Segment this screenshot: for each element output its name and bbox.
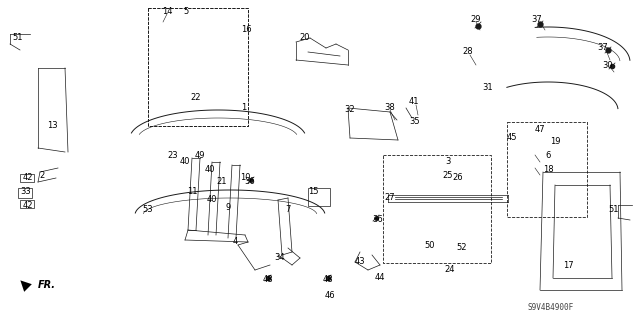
Text: 51: 51 — [13, 33, 23, 42]
Text: 34: 34 — [275, 254, 285, 263]
Bar — [507, 122, 587, 217]
Text: 3: 3 — [445, 158, 451, 167]
Text: 38: 38 — [385, 103, 396, 113]
Text: 5: 5 — [184, 8, 189, 17]
Text: 31: 31 — [483, 84, 493, 93]
Text: 28: 28 — [463, 48, 474, 56]
Text: FR.: FR. — [38, 280, 56, 290]
Text: 21: 21 — [217, 177, 227, 187]
Text: 48: 48 — [323, 276, 333, 285]
Text: 42: 42 — [23, 174, 33, 182]
Text: 44: 44 — [375, 273, 385, 283]
Text: 40: 40 — [205, 166, 215, 174]
Text: 2: 2 — [40, 170, 45, 180]
Text: S9V4B4900F: S9V4B4900F — [527, 303, 573, 313]
Text: 37: 37 — [532, 16, 542, 25]
Text: 45: 45 — [507, 133, 517, 143]
Text: 51: 51 — [609, 205, 620, 214]
Text: 37: 37 — [598, 43, 609, 53]
Text: 9: 9 — [225, 204, 230, 212]
Text: 42: 42 — [23, 201, 33, 210]
Bar — [148, 8, 248, 126]
Text: 17: 17 — [563, 261, 573, 270]
Bar — [383, 155, 491, 263]
Text: 52: 52 — [457, 243, 467, 253]
Text: 36: 36 — [244, 177, 255, 187]
Text: 20: 20 — [300, 33, 310, 42]
Bar — [20, 200, 34, 208]
Text: 1: 1 — [241, 103, 246, 113]
Bar — [18, 188, 32, 198]
Text: 32: 32 — [345, 106, 355, 115]
Bar — [308, 188, 330, 206]
Text: 6: 6 — [545, 151, 550, 160]
Text: 16: 16 — [241, 26, 252, 34]
Text: 4: 4 — [232, 238, 237, 247]
Text: 43: 43 — [355, 257, 365, 266]
Text: 14: 14 — [162, 8, 172, 17]
Bar — [20, 174, 34, 182]
Text: 19: 19 — [550, 137, 560, 146]
Text: 22: 22 — [191, 93, 201, 102]
Text: 47: 47 — [534, 125, 545, 135]
Text: 7: 7 — [285, 205, 291, 214]
Polygon shape — [20, 280, 32, 292]
Text: 53: 53 — [143, 205, 154, 214]
Text: 36: 36 — [372, 216, 383, 225]
Text: 48: 48 — [262, 276, 273, 285]
Text: 41: 41 — [409, 98, 419, 107]
Text: 29: 29 — [471, 16, 481, 25]
Text: 23: 23 — [168, 151, 179, 160]
Text: 40: 40 — [207, 196, 217, 204]
Text: 30: 30 — [603, 61, 613, 70]
Text: 33: 33 — [20, 188, 31, 197]
Text: 26: 26 — [452, 174, 463, 182]
Text: 35: 35 — [410, 117, 420, 127]
Text: 18: 18 — [543, 166, 554, 174]
Bar — [148, 8, 248, 126]
Text: 50: 50 — [425, 241, 435, 249]
Text: 11: 11 — [187, 188, 197, 197]
Text: 49: 49 — [195, 151, 205, 160]
Text: 13: 13 — [47, 121, 58, 130]
Text: 10: 10 — [240, 174, 250, 182]
Text: 25: 25 — [443, 170, 453, 180]
Text: 40: 40 — [180, 158, 190, 167]
Text: 27: 27 — [385, 194, 396, 203]
Text: 24: 24 — [445, 265, 455, 275]
Text: 46: 46 — [324, 291, 335, 300]
Text: 15: 15 — [308, 188, 318, 197]
